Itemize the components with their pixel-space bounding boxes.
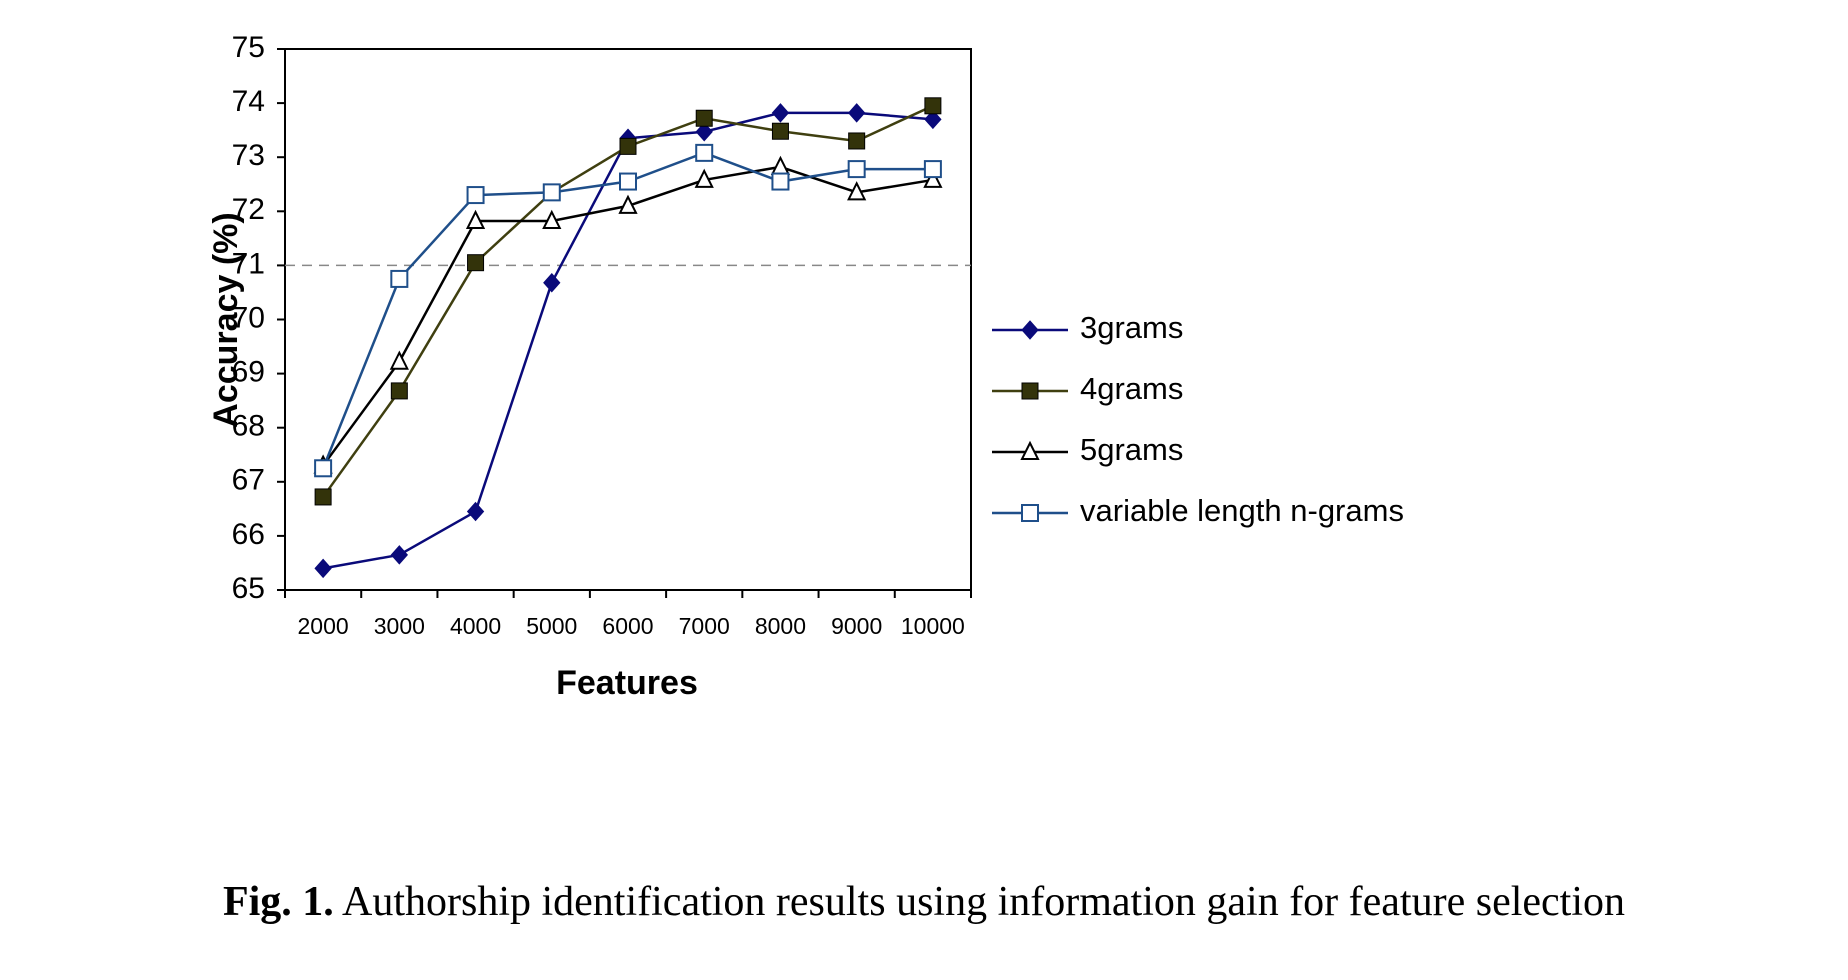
data-point: [542, 209, 562, 230]
x-tick-label: 5000: [526, 613, 577, 639]
y-tick-label: 70: [232, 301, 265, 334]
data-point: [466, 186, 485, 205]
data-point: [390, 269, 409, 288]
legend-marker: [1021, 382, 1039, 400]
series-layer: [313, 97, 943, 579]
x-axis-label: Features: [556, 664, 698, 702]
data-point: [467, 254, 485, 272]
y-tick-label: 73: [232, 139, 265, 172]
series-line: [322, 104, 934, 498]
x-tick-label: 7000: [679, 613, 730, 639]
figure-caption: Fig. 1. Authorship identification result…: [0, 878, 1848, 926]
legend-item: 3grams: [992, 310, 1183, 345]
y-tick-label: 68: [232, 410, 265, 443]
series-variable-length-n-grams: [314, 143, 942, 478]
data-point: [695, 109, 713, 127]
legend-label: variable length n-grams: [1080, 493, 1404, 528]
y-tick-label: 71: [232, 247, 265, 280]
data-point: [924, 97, 942, 115]
x-tick-label: 6000: [602, 613, 653, 639]
legend-label: 5grams: [1080, 432, 1183, 467]
y-tick-label: 67: [232, 464, 265, 497]
y-tick-label: 66: [232, 518, 265, 551]
data-point: [770, 155, 791, 175]
data-point: [542, 183, 561, 202]
data-point: [314, 488, 332, 506]
data-point: [314, 558, 332, 579]
legend-item: 5grams: [992, 432, 1183, 467]
data-point: [847, 181, 867, 201]
legend-marker: [1020, 440, 1040, 460]
data-point: [695, 143, 714, 162]
data-point: [618, 194, 638, 214]
y-tick-label: 74: [232, 85, 265, 118]
x-tick-label: 10000: [901, 613, 965, 639]
y-tick-label: 72: [232, 193, 265, 226]
data-point: [695, 122, 713, 142]
data-point: [694, 168, 714, 188]
x-tick-label: 9000: [831, 613, 882, 639]
legend: 3grams 4grams 5grams variable length n-gram…: [992, 310, 1404, 528]
data-point: [543, 272, 561, 293]
y-tick-label: 69: [232, 356, 265, 389]
data-point: [619, 172, 637, 191]
x-tick-label: 3000: [374, 613, 425, 639]
data-point: [848, 132, 866, 150]
data-point: [847, 103, 866, 123]
caption-text: Authorship identification results using …: [333, 879, 1626, 925]
y-tick-label: 65: [232, 572, 265, 605]
caption-label: Fig. 1.: [222, 879, 334, 925]
legend-item: 4grams: [992, 371, 1183, 406]
series-4grams: [314, 97, 942, 506]
legend-item: variable length n-grams: [992, 493, 1404, 528]
legend-label: 4grams: [1080, 371, 1183, 406]
data-point: [390, 545, 409, 565]
data-point: [390, 382, 408, 400]
legend-marker: [1021, 504, 1039, 522]
data-point: [619, 137, 637, 155]
data-point: [924, 109, 942, 130]
data-point: [466, 501, 485, 522]
data-point: [847, 160, 866, 179]
y-axis-label: Accuracy (%): [207, 212, 245, 427]
legend-label: 3grams: [1080, 310, 1183, 345]
x-tick-label: 8000: [755, 613, 806, 639]
x-axis: 2000 3000 4000 5000 6000 7000 8000 9000 10000: [284, 590, 972, 639]
y-tick-label: 75: [232, 31, 265, 64]
data-point: [465, 209, 486, 230]
legend-marker: [1021, 320, 1039, 340]
data-point: [771, 122, 789, 140]
data-point: [923, 168, 943, 188]
data-point: [771, 103, 790, 123]
x-tick-label: 2000: [298, 613, 349, 639]
data-point: [923, 160, 942, 179]
data-point: [389, 350, 409, 370]
series-5grams: [313, 155, 943, 474]
y-axis: 65 66 67 68 69 70 71 72 73 74 75: [232, 31, 285, 605]
data-point: [314, 459, 333, 478]
x-tick-label: 4000: [450, 613, 501, 639]
data-point: [771, 172, 790, 191]
